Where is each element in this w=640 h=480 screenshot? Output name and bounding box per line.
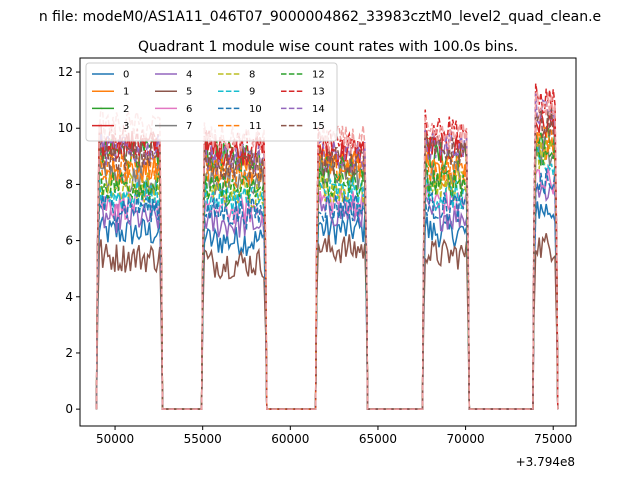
legend-label-1: 1 [123,87,129,98]
x-offset-label: +3.794e8 [516,455,575,469]
x-tick-label: 70000 [446,432,484,446]
x-tick-label: 50000 [96,432,134,446]
y-axis: 0 2 4 6 8 10 12 [58,65,80,416]
legend-label-7: 7 [186,121,192,132]
legend-label-9: 9 [249,87,255,98]
legend-label-0: 0 [123,70,129,81]
y-tick-label: 2 [65,346,73,360]
legend-label-8: 8 [249,70,255,81]
x-tick-label: 55000 [184,432,222,446]
y-tick-label: 12 [58,65,73,79]
y-tick-label: 8 [65,177,73,191]
y-tick-label: 4 [65,290,73,304]
x-tick-label: 60000 [271,432,309,446]
legend-label-10: 10 [249,104,262,115]
y-tick-label: 6 [65,234,73,248]
legend-label-3: 3 [123,121,129,132]
y-tick-label: 0 [65,402,73,416]
legend-box [85,62,338,142]
x-axis: 50000 55000 60000 65000 70000 75000 [96,426,572,446]
y-tick-label: 10 [58,121,73,135]
legend-label-12: 12 [312,70,325,81]
legend-label-6: 6 [186,104,192,115]
figure-suptitle: n file: modeM0/AS1A11_046T07_9000004862_… [39,9,601,25]
legend-label-14: 14 [312,104,325,115]
x-tick-label: 65000 [359,432,397,446]
axes-frame [79,57,577,427]
legend-label-13: 13 [312,87,325,98]
legend-label-5: 5 [186,87,192,98]
legend-label-11: 11 [249,121,262,132]
legend-label-2: 2 [123,104,129,115]
x-tick-label: 75000 [534,432,572,446]
legend-label-4: 4 [186,70,192,81]
legend-label-15: 15 [312,121,325,132]
plot-area: 50000 55000 60000 65000 70000 75000 024681012… [58,57,577,469]
series-layer [95,83,559,410]
chart-title: Quadrant 1 module wise count rates with … [138,39,518,55]
